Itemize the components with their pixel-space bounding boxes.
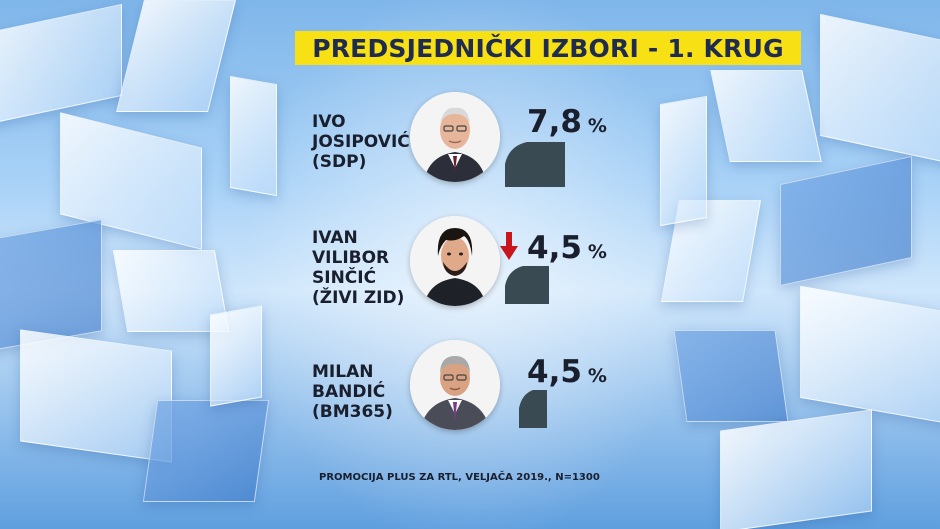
candidate-name: IVAN VILIBOR SINČIĆ (ŽIVI ZID) (312, 228, 405, 308)
bg-cube (673, 330, 789, 422)
bg-cube (660, 95, 707, 227)
bg-cube (20, 329, 172, 463)
candidate-row-3: MILAN BANDIĆ (BM365) 4,5% (300, 340, 640, 440)
candidate-photo (410, 92, 500, 182)
source-note: PROMOCIJA PLUS ZA RTL, VELJAČA 2019., N=… (319, 472, 600, 483)
candidate-photo (410, 216, 500, 306)
portrait-icon (410, 92, 500, 182)
bg-cube (116, 0, 236, 112)
bg-cube (720, 409, 872, 529)
value-group: 4,5% (505, 340, 635, 440)
candidate-photo (410, 340, 500, 430)
candidate-row-1: IVO JOSIPOVIĆ (SDP) 7,8% (300, 92, 640, 192)
arrow-down-icon (500, 232, 518, 260)
portrait-icon (410, 216, 500, 306)
bar-mark-2 (505, 266, 549, 304)
candidate-row-2: IVAN VILIBOR SINČIĆ (ŽIVI ZID) 4,5% (300, 216, 640, 316)
bg-cube (0, 3, 122, 129)
value-group: 7,8% (505, 92, 635, 192)
title-banner: PREDSJEDNIČKI IZBORI - 1. KRUG (295, 31, 801, 65)
bg-cube (230, 75, 277, 197)
bg-cube (820, 13, 940, 169)
data-label-3: 4,5% (527, 354, 607, 390)
bg-cube (710, 70, 822, 162)
bg-cube (142, 400, 270, 502)
portrait-icon (410, 340, 500, 430)
candidate-name: IVO JOSIPOVIĆ (SDP) (312, 112, 410, 172)
chart-title: PREDSJEDNIČKI IZBORI - 1. KRUG (312, 33, 784, 63)
bg-cube (210, 305, 262, 407)
bar-mark-3 (519, 390, 547, 428)
bg-cube (780, 155, 912, 287)
candidate-name: MILAN BANDIĆ (BM365) (312, 362, 393, 422)
data-label-1: 7,8% (527, 104, 607, 140)
bg-cube (800, 285, 940, 427)
value-group: 4,5% (500, 216, 635, 316)
data-label-2: 4,5% (527, 230, 607, 266)
bar-mark-1 (505, 142, 565, 187)
